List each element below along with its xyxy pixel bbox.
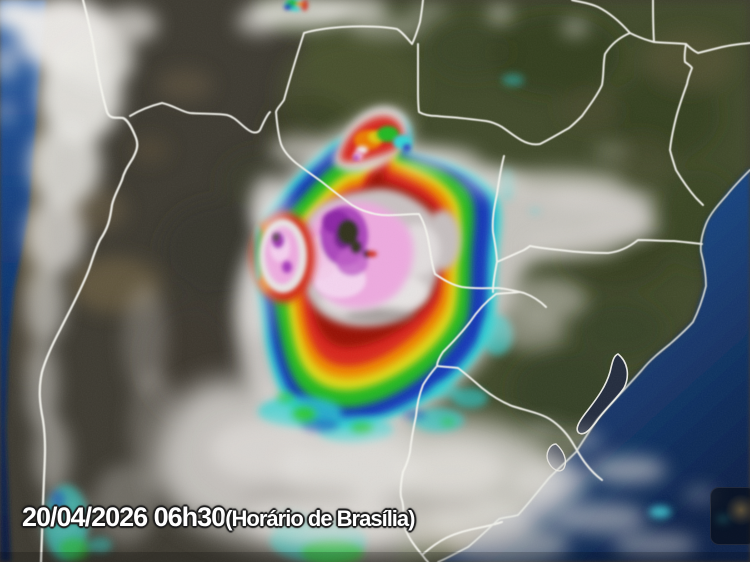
timestamp-overlay: 20/04/2026 06h30 (Horário de Brasília) [22, 502, 415, 533]
bottom-edge-shade [0, 552, 750, 562]
timestamp-timezone: (Horário de Brasília) [225, 506, 415, 531]
corner-overlay-button[interactable] [710, 487, 750, 545]
timestamp-datetime: 20/04/2026 06h30 [22, 502, 226, 532]
